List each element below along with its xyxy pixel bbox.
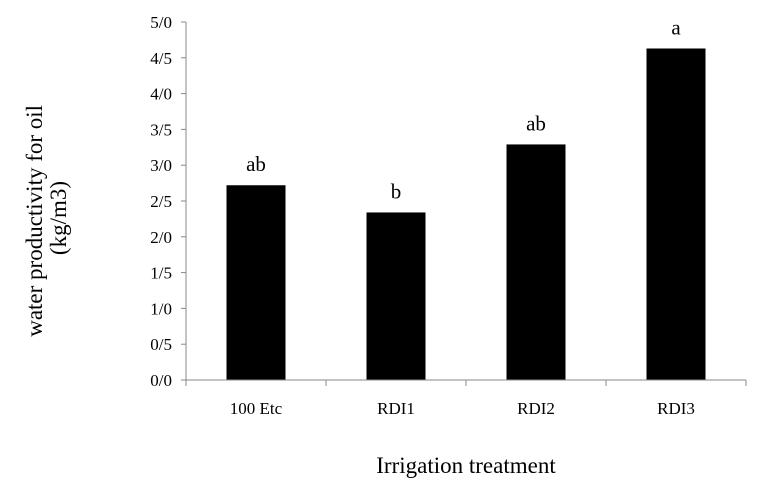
y-tick-label: 1/5 (150, 264, 172, 283)
y-tick-label: 1/0 (150, 299, 172, 318)
bar (366, 212, 426, 380)
y-tick-label: 5/0 (150, 13, 172, 32)
bar-data-label: ab (246, 152, 266, 176)
y-tick-label: 2/0 (150, 228, 172, 247)
x-tick-label: RDI2 (517, 399, 555, 418)
bar-data-label: b (391, 179, 402, 203)
y-axis-title: water productivity for oil (kg/m3) (22, 99, 71, 337)
bar (646, 48, 706, 380)
bars (226, 48, 706, 380)
y-axis-ticks: 0/0 0/5 1/0 1/5 2/0 2/5 3/0 3/5 4/0 4/5 5/0 (150, 13, 186, 390)
bar-data-label: ab (526, 111, 546, 135)
bar-data-label: a (671, 15, 681, 39)
x-tick-label: RDI1 (377, 399, 415, 418)
bar (506, 144, 566, 380)
y-axis-title-line-2: (kg/m3) (46, 181, 71, 255)
y-tick-label: 4/0 (150, 85, 172, 104)
y-tick-label: 3/5 (150, 120, 172, 139)
bar (226, 185, 286, 380)
data-labels: ab b ab a (246, 15, 681, 203)
y-tick-label: 4/5 (150, 49, 172, 68)
x-axis-title: Irrigation treatment (376, 453, 556, 478)
x-axis-ticks: 100 Etc RDI1 RDI2 RDI3 (185, 380, 747, 418)
y-tick-label: 0/5 (150, 335, 172, 354)
y-tick-label: 0/0 (150, 371, 172, 390)
x-tick-label: RDI3 (657, 399, 695, 418)
y-axis-title-line-1: water productivity for oil (22, 105, 47, 337)
y-tick-label: 3/0 (150, 156, 172, 175)
x-tick-label: 100 Etc (230, 399, 283, 418)
y-tick-label: 2/5 (150, 192, 172, 211)
